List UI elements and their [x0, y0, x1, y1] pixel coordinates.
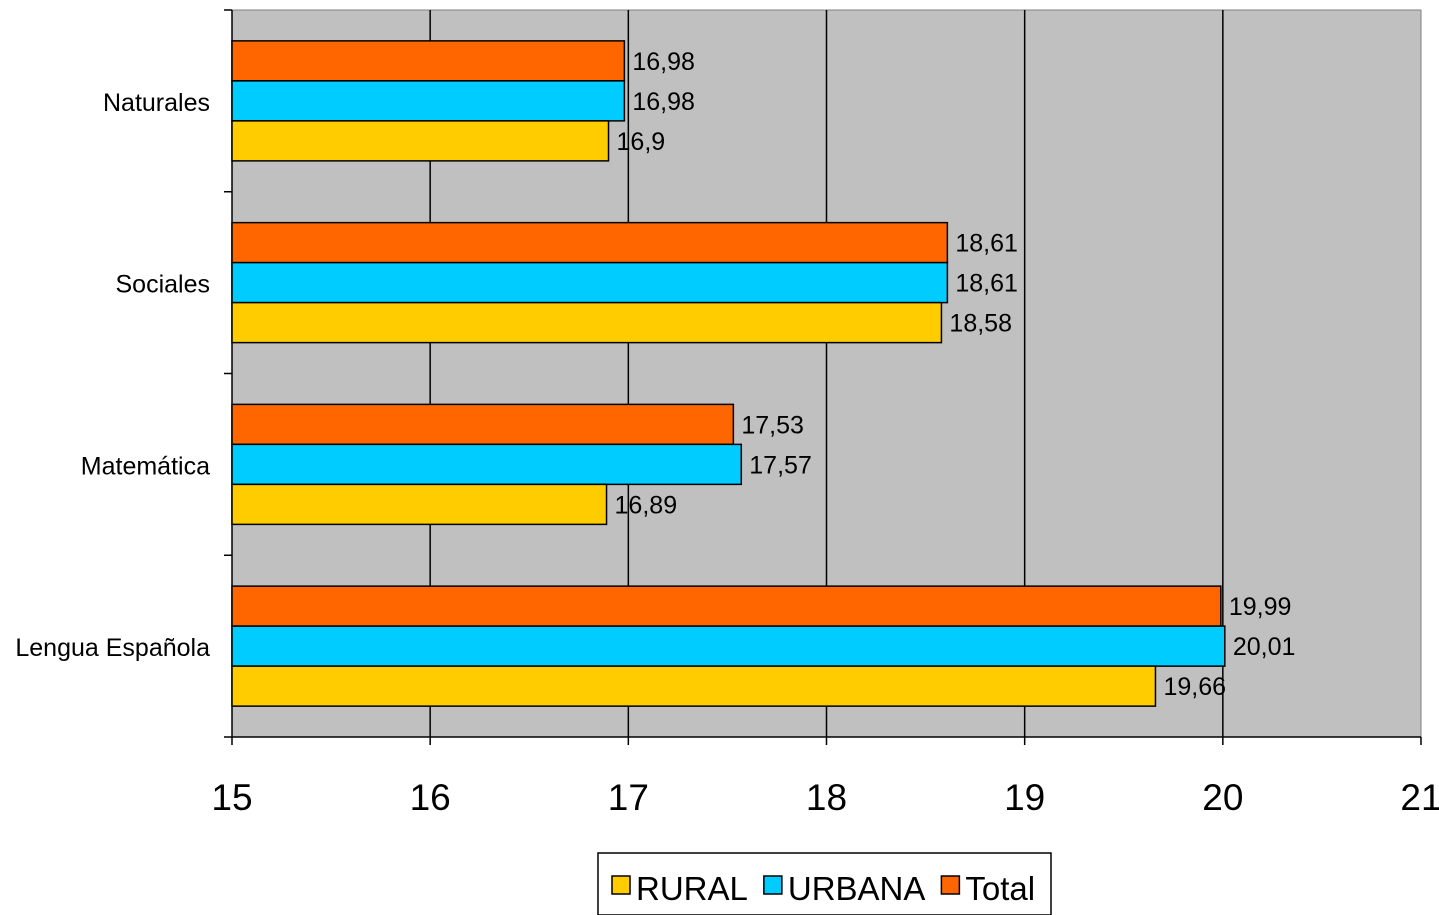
legend-label: RURAL — [636, 870, 748, 907]
data-label: 17,53 — [741, 411, 804, 439]
legend-swatch-total — [940, 875, 961, 895]
data-label: 19,99 — [1229, 593, 1292, 621]
data-label: 16,9 — [617, 128, 666, 156]
data-label: 20,01 — [1233, 633, 1296, 661]
bar-urbana — [231, 80, 626, 122]
bar-rural — [231, 483, 608, 526]
data-label: 16,98 — [632, 88, 695, 116]
legend-label: URBANA — [788, 870, 926, 907]
x-tick-label: 15 — [211, 777, 252, 818]
data-label: 16,89 — [615, 491, 678, 519]
category-label: Sociales — [116, 271, 211, 299]
legend-swatch-urbana — [763, 875, 783, 895]
legend-box — [597, 852, 1052, 915]
legend-label: Total — [965, 870, 1035, 907]
plot-area: 15 16 17 18 19 20 21 Naturales 16,98 16,98 16,9 Soc… — [15, 9, 1439, 818]
legend-swatch-rural — [611, 875, 631, 895]
bar-urbana — [231, 261, 949, 304]
bar-total — [231, 221, 949, 264]
x-tick-label: 20 — [1202, 777, 1243, 818]
bar-rural — [231, 301, 943, 344]
category-label: Matemática — [81, 452, 210, 480]
data-label: 19,66 — [1163, 673, 1226, 701]
x-tick-label: 17 — [608, 777, 649, 818]
legend: RURAL URBANA Total — [597, 852, 1052, 915]
category-label: Naturales — [103, 89, 210, 117]
data-label: 18,58 — [949, 310, 1012, 338]
data-label: 17,57 — [749, 451, 812, 479]
bar-total — [231, 40, 626, 82]
bar-urbana — [231, 625, 1226, 667]
bar-urbana — [231, 443, 743, 486]
data-label: 16,98 — [632, 48, 695, 76]
x-tick-label: 19 — [1004, 777, 1045, 818]
x-tick-label: 21 — [1400, 777, 1439, 818]
x-tick-label: 18 — [806, 777, 847, 818]
bar-total — [231, 403, 735, 446]
data-label: 18,61 — [955, 230, 1018, 258]
x-tick-label: 16 — [410, 777, 451, 818]
bar-total — [231, 585, 1222, 627]
bar-rural — [231, 665, 1157, 707]
category-label: Lengua Española — [15, 634, 210, 662]
bar-rural — [231, 120, 610, 162]
data-label: 18,61 — [955, 270, 1018, 298]
